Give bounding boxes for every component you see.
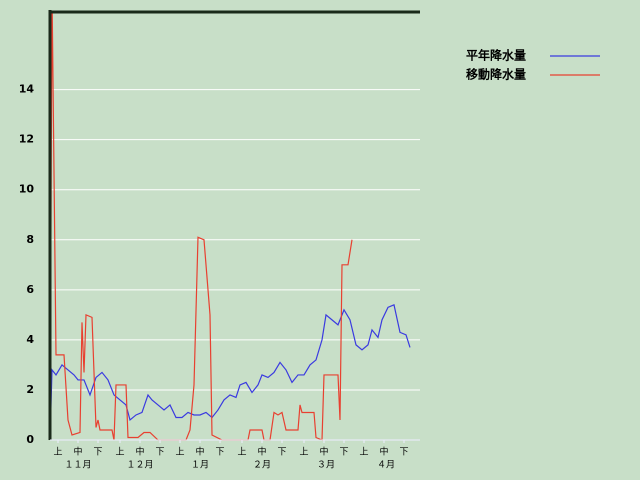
x-tick-label: 上 xyxy=(175,447,184,458)
month-label: １２月 xyxy=(126,460,153,471)
x-tick-label: 下 xyxy=(277,448,286,458)
month-label: １１月 xyxy=(64,460,91,471)
series-line xyxy=(49,304,411,441)
x-tick-label: 中 xyxy=(195,446,204,458)
series-line xyxy=(49,12,353,441)
labels: 02468101214上中下上中下上中下上中下上中下上中下１１月 １２月 １月 ２月 ３… xyxy=(19,48,600,471)
month-label: ３月 xyxy=(317,460,335,471)
x-tick-label: 中 xyxy=(319,446,328,458)
legend-label: 移動降水量 xyxy=(466,67,526,82)
x-tick-label: 上 xyxy=(237,447,246,458)
x-tick-label: 中 xyxy=(73,446,82,458)
x-tick-label: 下 xyxy=(93,448,102,458)
y-tick-label: 14 xyxy=(19,83,35,96)
x-tick-label: 中 xyxy=(257,446,266,458)
x-tick-label: 上 xyxy=(115,447,124,458)
month-label: ２月 xyxy=(253,460,271,471)
x-tick-label: 上 xyxy=(359,447,368,458)
x-tick-label: 下 xyxy=(399,448,408,458)
x-tick-label: 下 xyxy=(155,448,164,458)
legend-label: 平年降水量 xyxy=(466,48,526,63)
x-tick-label: 中 xyxy=(379,446,388,458)
y-tick-label: 6 xyxy=(26,283,34,296)
x-tick-label: 下 xyxy=(339,448,348,458)
y-tick-label: 8 xyxy=(26,233,34,246)
y-tick-label: 10 xyxy=(19,183,35,196)
y-tick-label: 12 xyxy=(19,133,34,146)
x-tick-label: 上 xyxy=(53,447,62,458)
grid xyxy=(50,89,420,441)
x-tick-label: 上 xyxy=(299,447,308,458)
y-tick-label: 2 xyxy=(26,383,34,396)
month-label: ４月 xyxy=(377,460,395,471)
y-tick-label: 4 xyxy=(26,333,34,346)
x-tick-label: 中 xyxy=(135,446,144,458)
x-tick-label: 下 xyxy=(215,448,224,458)
month-label: １月 xyxy=(191,460,209,471)
y-tick-label: 0 xyxy=(26,433,34,446)
plot xyxy=(49,12,411,441)
